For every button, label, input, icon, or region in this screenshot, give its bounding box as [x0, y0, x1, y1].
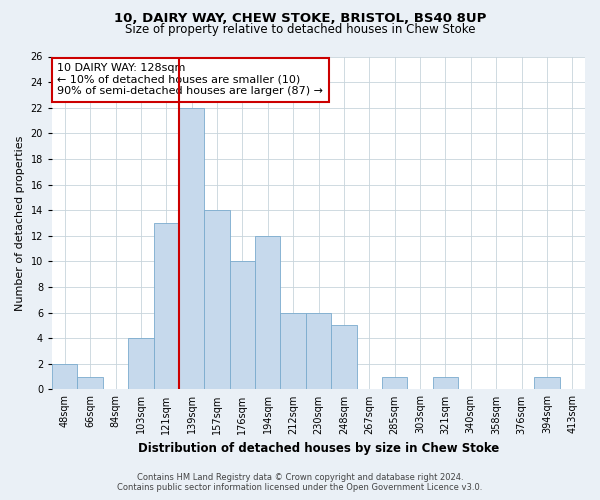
Bar	[382, 376, 407, 390]
Bar	[280, 312, 306, 390]
Bar	[154, 223, 179, 390]
Text: Size of property relative to detached houses in Chew Stoke: Size of property relative to detached ho…	[125, 24, 475, 36]
Bar	[433, 376, 458, 390]
Bar	[255, 236, 280, 390]
Bar	[77, 376, 103, 390]
Bar	[306, 312, 331, 390]
Bar	[205, 210, 230, 390]
Text: 10, DAIRY WAY, CHEW STOKE, BRISTOL, BS40 8UP: 10, DAIRY WAY, CHEW STOKE, BRISTOL, BS40…	[114, 12, 486, 24]
Text: Contains HM Land Registry data © Crown copyright and database right 2024.
Contai: Contains HM Land Registry data © Crown c…	[118, 473, 482, 492]
Text: 10 DAIRY WAY: 128sqm
← 10% of detached houses are smaller (10)
90% of semi-detac: 10 DAIRY WAY: 128sqm ← 10% of detached h…	[58, 63, 323, 96]
Bar	[230, 262, 255, 390]
Bar	[331, 326, 356, 390]
Bar	[179, 108, 205, 390]
Bar	[534, 376, 560, 390]
Y-axis label: Number of detached properties: Number of detached properties	[15, 136, 25, 310]
Bar	[128, 338, 154, 390]
X-axis label: Distribution of detached houses by size in Chew Stoke: Distribution of detached houses by size …	[138, 442, 499, 455]
Bar	[52, 364, 77, 390]
